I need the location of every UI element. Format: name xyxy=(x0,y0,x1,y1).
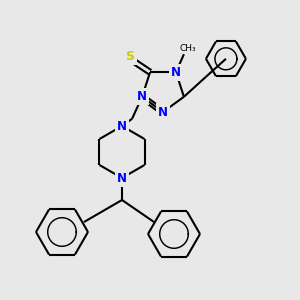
Text: CH₃: CH₃ xyxy=(180,44,196,53)
Text: N: N xyxy=(117,119,127,133)
Text: N: N xyxy=(117,172,127,184)
Text: N: N xyxy=(137,90,147,103)
Text: N: N xyxy=(171,66,181,79)
Text: N: N xyxy=(158,106,168,118)
Text: S: S xyxy=(126,50,135,63)
